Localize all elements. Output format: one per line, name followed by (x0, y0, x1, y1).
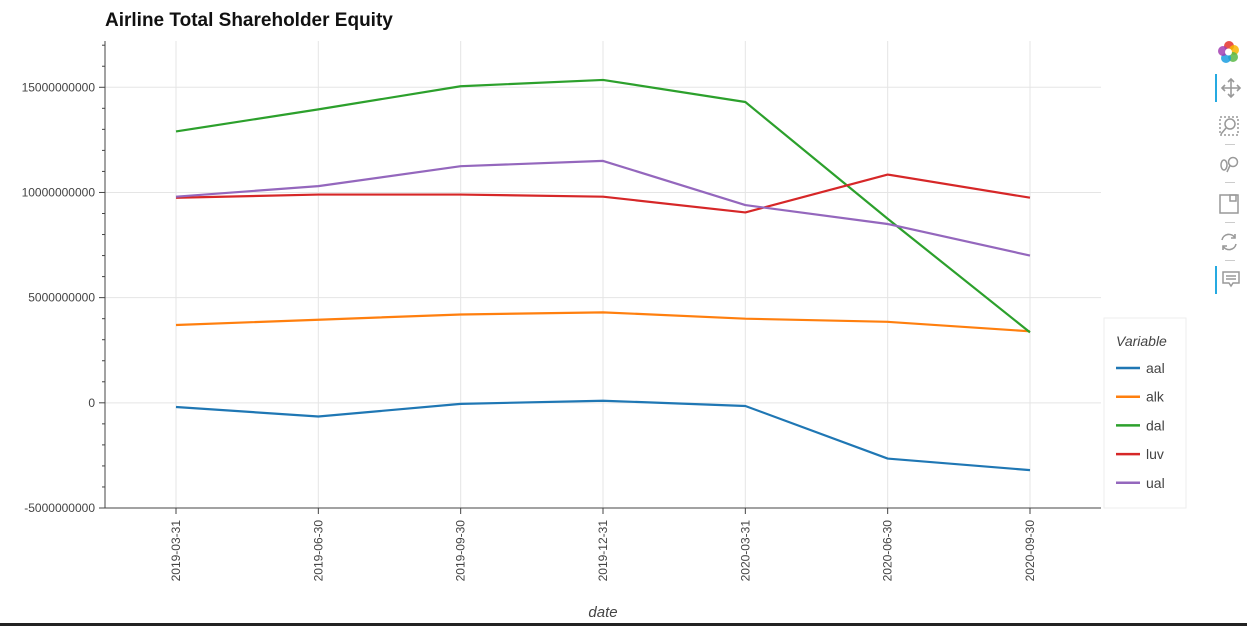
x-tick-label: 2020-06-30 (881, 520, 895, 582)
x-axis-label: date (588, 604, 617, 621)
bottom-border (0, 623, 1247, 626)
legend-label: dal (1146, 417, 1165, 433)
series-lines (175, 78, 1031, 472)
toolbar (1207, 36, 1247, 306)
x-tick-label: 2019-03-31 (169, 520, 183, 582)
axes: -5000000000 0 5000000000 10000000000 1500000… (22, 41, 1101, 581)
toolbar-separator (1225, 260, 1235, 261)
toolbar-separator (1225, 182, 1235, 183)
legend-item-luv[interactable]: luv (1116, 446, 1164, 462)
chart-title: Airline Total Shareholder Equity (105, 10, 393, 31)
x-tick-label: 2019-12-31 (596, 520, 610, 582)
series-line-luv[interactable] (175, 173, 1031, 214)
legend-label: luv (1146, 446, 1164, 462)
wheel-zoom-icon[interactable] (1215, 150, 1243, 178)
y-tick-label: 15000000000 (22, 80, 96, 94)
x-tick-label: 2020-09-30 (1023, 520, 1037, 582)
reset-icon[interactable] (1215, 228, 1243, 256)
x-tick-label: 2019-09-30 (454, 520, 468, 582)
legend-item-aal[interactable]: aal (1116, 360, 1165, 376)
legend-title: Variable (1116, 333, 1167, 349)
series-line-alk[interactable] (175, 311, 1031, 333)
legend-label: ual (1146, 475, 1165, 491)
save-icon[interactable] (1215, 190, 1243, 218)
pan-icon[interactable] (1215, 74, 1245, 102)
y-tick-label: 5000000000 (28, 291, 95, 305)
legend[interactable]: Variable aal alk dal luv ual (1103, 317, 1187, 509)
toolbar-separator (1225, 144, 1235, 145)
toolbar-separator (1225, 222, 1235, 223)
bokeh-logo-icon[interactable] (1215, 38, 1243, 66)
legend-item-dal[interactable]: dal (1116, 417, 1165, 433)
x-tick-label: 2020-03-31 (738, 520, 752, 582)
y-tick-label: -5000000000 (24, 501, 95, 515)
series-line-aal[interactable] (175, 399, 1031, 472)
legend-item-alk[interactable]: alk (1116, 389, 1165, 405)
box-zoom-icon[interactable] (1215, 112, 1243, 140)
legend-item-ual[interactable]: ual (1116, 475, 1165, 491)
legend-box (1103, 317, 1187, 509)
legend-label: aal (1146, 360, 1165, 376)
hover-icon[interactable] (1215, 266, 1245, 294)
grid (105, 41, 1101, 509)
y-tick-label: 0 (88, 396, 95, 410)
x-tick-label: 2019-06-30 (311, 520, 325, 582)
series-line-ual[interactable] (175, 159, 1031, 257)
y-tick-label: 10000000000 (22, 185, 96, 199)
series-line-dal[interactable] (175, 78, 1031, 334)
legend-label: alk (1146, 389, 1165, 405)
